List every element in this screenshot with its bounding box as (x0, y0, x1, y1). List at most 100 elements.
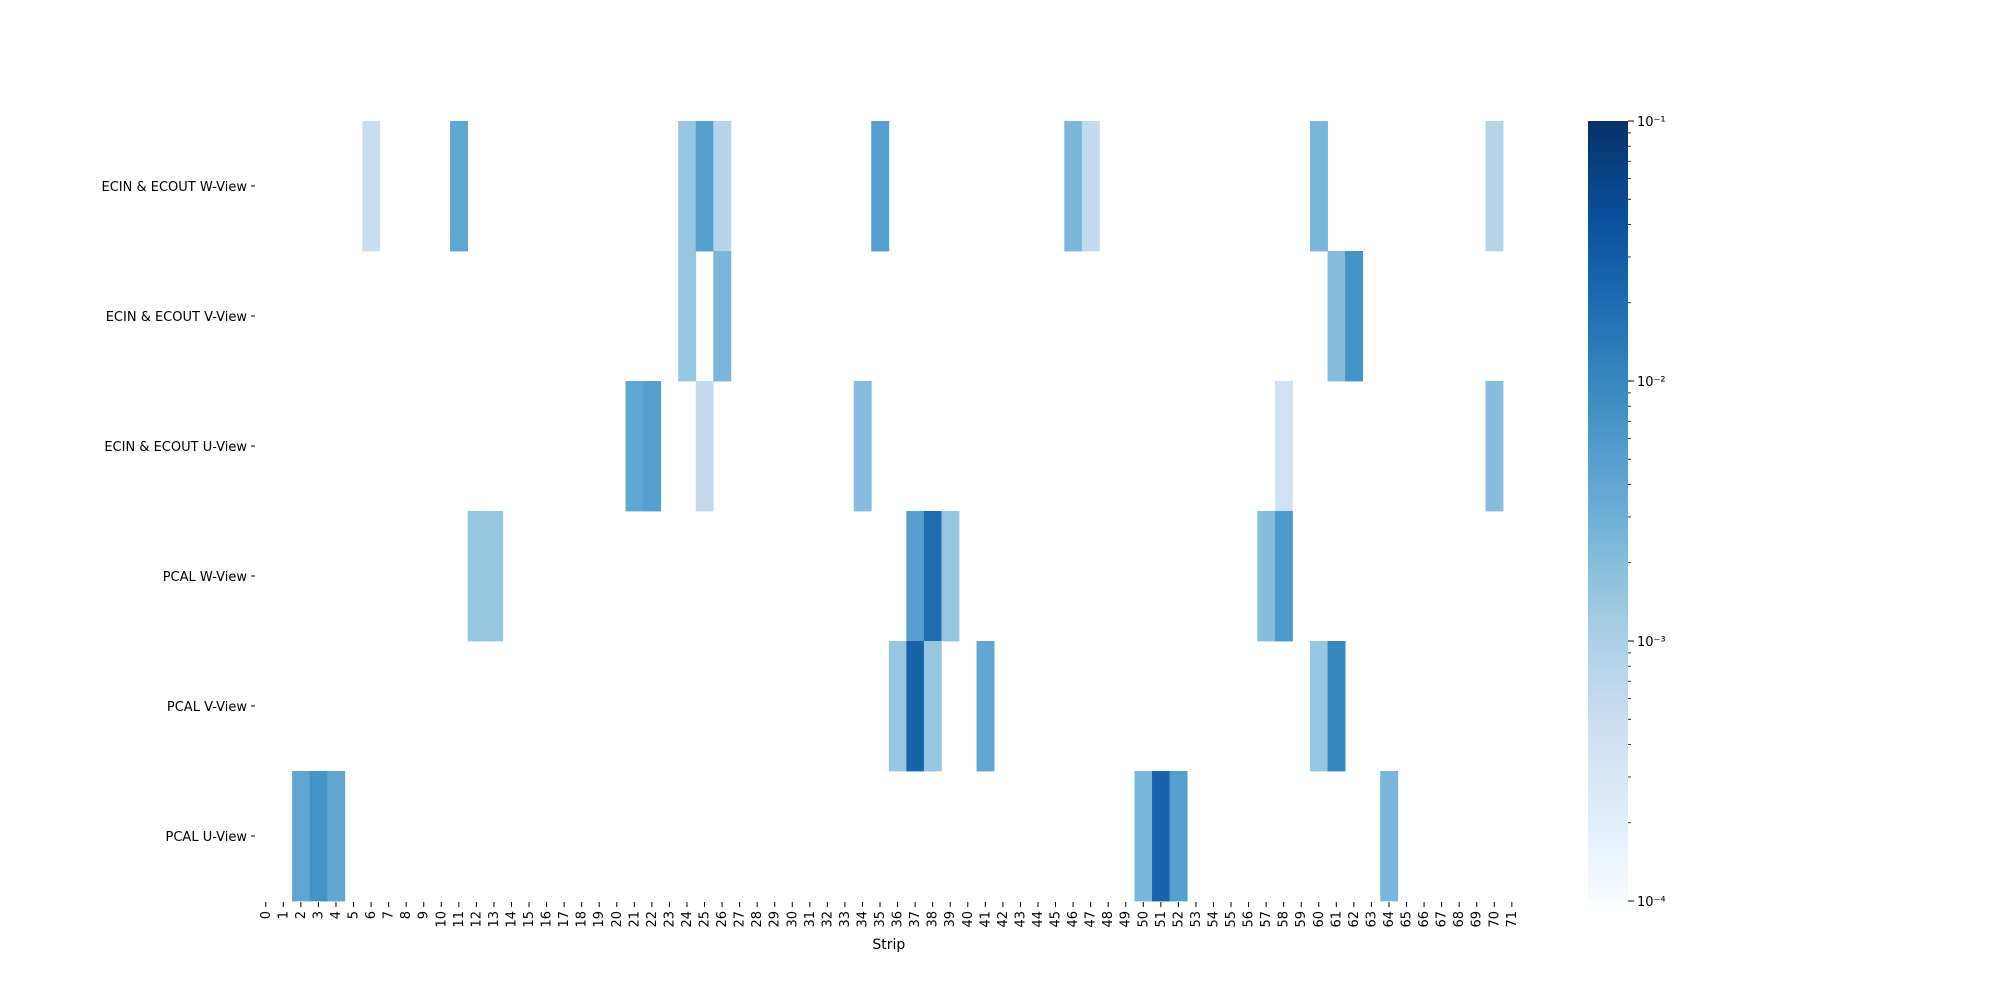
x-tick-label: 42 (996, 911, 1011, 928)
x-tick-label: 35 (873, 911, 888, 928)
x-tick-label: 5 (347, 911, 362, 919)
colorbar-tick-label: 10⁻⁴ (1637, 895, 1666, 910)
x-tick-label: 20 (610, 911, 625, 928)
x-tick-label: 16 (540, 911, 555, 928)
x-tick-label: 39 (943, 911, 958, 928)
x-tick-label: 43 (1013, 911, 1028, 928)
heatmap-cell (643, 381, 662, 512)
x-tick-label: 23 (662, 911, 677, 928)
x-tick-label: 62 (1347, 911, 1362, 928)
heatmap-cell (1257, 511, 1276, 642)
x-tick-label: 15 (522, 911, 537, 928)
heatmap-cell (923, 641, 942, 772)
x-axis: 0 1 2 3 4 5 6 7 8 9 10 11 12 13 14 15 16 17 18 19 20 21 22 23 24… (259, 902, 1520, 928)
x-tick-label: 59 (1294, 911, 1309, 928)
colorbar-tick-label: 10⁻² (1637, 375, 1666, 390)
x-tick-label: 69 (1470, 911, 1485, 928)
x-tick-label: 38 (926, 911, 941, 928)
y-tick-label: ECIN & ECOUT W-View (102, 180, 248, 195)
x-tick-label: 45 (1049, 911, 1064, 928)
x-tick-label: 30 (785, 911, 800, 928)
heatmap-cell (485, 511, 504, 642)
x-tick-label: 14 (504, 911, 519, 928)
heatmap-cell (871, 121, 890, 252)
heatmap-cell (888, 641, 907, 772)
x-tick-label: 2 (294, 911, 309, 919)
x-tick-label: 28 (750, 911, 765, 928)
x-tick-label: 6 (364, 911, 379, 919)
x-tick-label: 25 (698, 911, 713, 928)
colorbar-gradient (1588, 121, 1628, 901)
heatmap-cell (1134, 771, 1153, 902)
heatmap-cell (450, 121, 468, 252)
heatmap-cell (1274, 381, 1293, 512)
y-axis: ECIN & ECOUT W-View ECIN & ECOUT V-View EC… (102, 180, 255, 845)
heatmap-cell (678, 251, 697, 382)
x-tick-label: 8 (399, 911, 414, 919)
x-tick-label: 32 (820, 911, 835, 928)
x-tick-label: 52 (1171, 911, 1186, 928)
heatmap-cell (1327, 251, 1346, 382)
x-tick-label: 37 (908, 911, 923, 928)
x-tick-label: 3 (311, 911, 326, 919)
x-tick-label: 56 (1242, 911, 1257, 928)
x-axis-title: Strip (872, 937, 905, 953)
heatmap-cell (1081, 121, 1100, 252)
x-tick-label: 64 (1382, 911, 1397, 928)
colorbar: 10⁻¹ 10⁻² 10⁻³ 10⁻⁴ (1588, 115, 1666, 910)
heatmap-cell (1485, 121, 1504, 252)
heatmap-cell (1274, 511, 1293, 642)
x-tick-label: 53 (1189, 911, 1204, 928)
x-tick-label: 68 (1452, 911, 1467, 928)
heatmap-cell (695, 381, 714, 512)
heatmap-cell (923, 511, 942, 642)
x-tick-label: 7 (382, 911, 397, 919)
x-tick-label: 18 (575, 911, 590, 928)
y-tick-label: PCAL W-View (163, 570, 248, 585)
x-tick-label: 61 (1329, 911, 1344, 928)
heatmap-cell (695, 121, 714, 252)
x-tick-label: 36 (891, 911, 906, 928)
colorbar-tick-label: 10⁻³ (1637, 635, 1666, 650)
x-tick-label: 1 (276, 911, 291, 919)
heatmap-cells (292, 121, 1504, 902)
x-tick-label: 60 (1312, 911, 1327, 928)
x-tick-label: 44 (1031, 911, 1046, 928)
x-tick-label: 21 (627, 911, 642, 928)
x-tick-label: 12 (469, 911, 484, 928)
heatmap-cell (1485, 381, 1504, 512)
x-tick-label: 66 (1417, 911, 1432, 928)
heatmap-cell (309, 771, 328, 902)
x-tick-label: 19 (592, 911, 607, 928)
x-tick-label: 50 (1136, 911, 1151, 928)
heatmap-cell (327, 771, 346, 902)
x-tick-label: 11 (452, 911, 467, 928)
heatmap-cell (1152, 771, 1170, 902)
heatmap-cell (1064, 121, 1083, 252)
x-tick-label: 65 (1400, 911, 1415, 928)
y-tick-label: PCAL V-View (167, 700, 247, 715)
y-tick-label: ECIN & ECOUT V-View (106, 310, 248, 325)
heatmap-cell (292, 771, 311, 902)
x-tick-label: 9 (417, 911, 432, 919)
x-tick-label: 70 (1487, 911, 1502, 928)
heatmap-cell (1310, 121, 1328, 252)
x-tick-label: 13 (487, 911, 502, 928)
heatmap-cell (906, 641, 925, 772)
x-tick-label: 51 (1154, 911, 1169, 928)
heatmap-cell (467, 511, 486, 642)
x-tick-label: 63 (1364, 911, 1379, 928)
heatmap-cell (1345, 251, 1364, 382)
heatmap-cell (1380, 771, 1399, 902)
heatmap-cell (1169, 771, 1188, 902)
x-tick-label: 49 (1119, 911, 1134, 928)
y-tick-label: ECIN & ECOUT U-View (104, 440, 247, 455)
x-tick-label: 58 (1277, 911, 1292, 928)
heatmap-cell (713, 121, 732, 252)
heatmap-cell (853, 381, 872, 512)
x-tick-label: 41 (978, 911, 993, 928)
x-tick-label: 24 (680, 911, 695, 928)
x-tick-label: 10 (434, 911, 449, 928)
x-tick-label: 34 (855, 911, 870, 928)
